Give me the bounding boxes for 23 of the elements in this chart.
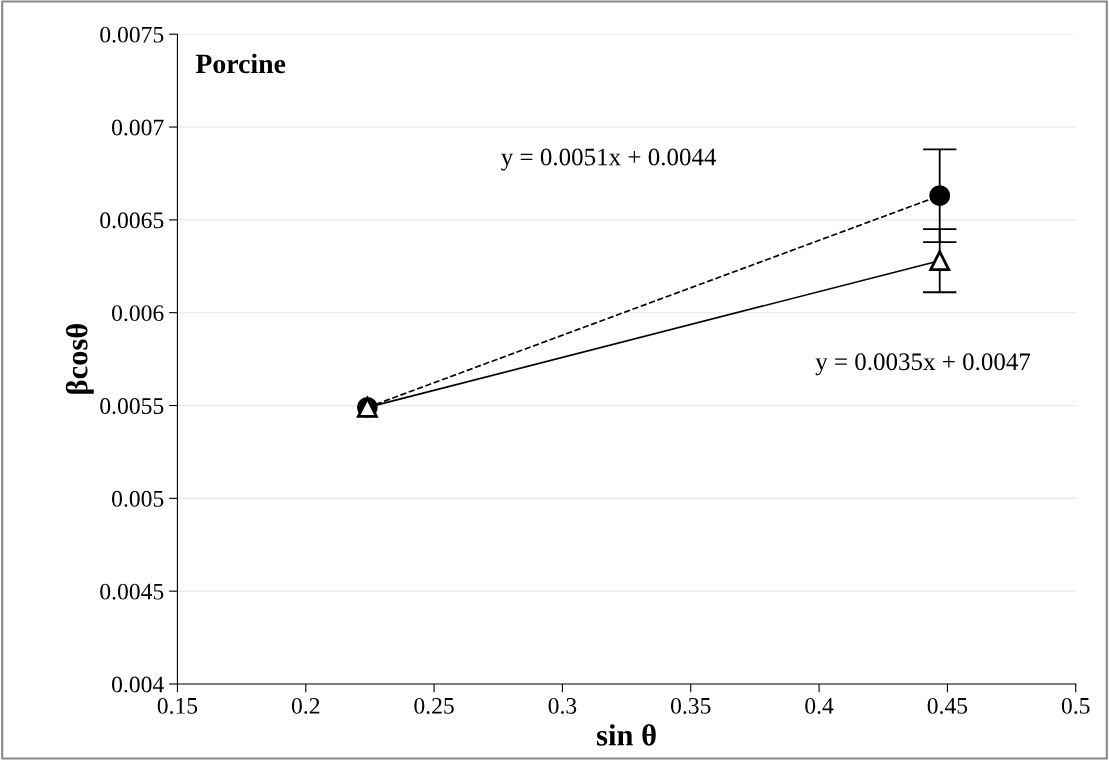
- annotation: Porcine: [195, 53, 286, 74]
- y-tick-label: 0.006: [112, 305, 164, 322]
- x-axis-title: sin θ: [597, 724, 656, 746]
- x-tick-label: 0.5: [1061, 697, 1090, 714]
- x-tick-label: 0.25: [414, 697, 454, 714]
- x-tick-label: 0.35: [670, 697, 711, 714]
- y-tick-label: 0.0065: [100, 212, 164, 229]
- y-tick-label: 0.0045: [100, 583, 164, 600]
- y-tick-label: 0.005: [112, 490, 164, 507]
- y-tick-label: 0.0055: [100, 398, 164, 415]
- y-axis-title: βcosθ: [65, 324, 94, 394]
- x-tick-label: 0.45: [927, 697, 968, 714]
- point: [929, 250, 951, 272]
- y-tick-label: 0.004: [112, 676, 164, 693]
- annotation: y = 0.0035x + 0.0047: [815, 353, 1031, 376]
- x-tick-label: 0.4: [805, 697, 834, 714]
- y-tick-label: 0.0075: [100, 26, 164, 43]
- x-tick-label: 0.15: [157, 697, 198, 714]
- annotation: y = 0.0051x + 0.0044: [501, 148, 717, 171]
- y-tick-label: 0.007: [112, 119, 164, 136]
- x-tick-label: 0.2: [291, 697, 320, 714]
- point: [929, 185, 951, 207]
- x-tick-label: 0.3: [548, 697, 577, 714]
